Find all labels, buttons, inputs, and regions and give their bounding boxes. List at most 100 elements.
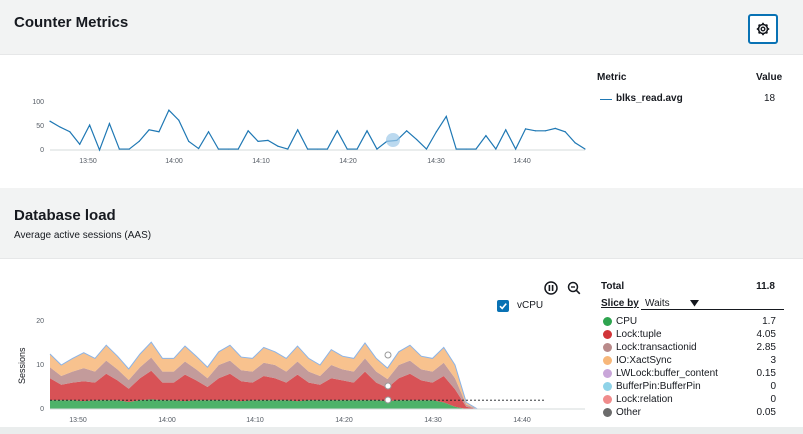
area-cpu [50, 399, 545, 409]
x-tick-label: 14:00 [165, 158, 183, 165]
database-load-header: Database load Average active sessions (A… [0, 188, 803, 258]
data-point [306, 148, 309, 150]
data-point [495, 148, 497, 150]
data-point [544, 130, 546, 132]
legend-swatch-lock-tuple [603, 330, 612, 339]
slice-by-select[interactable]: Waits [641, 296, 784, 310]
data-point [128, 148, 130, 150]
pause-icon[interactable] [544, 281, 558, 295]
x-tick-label: 13:50 [79, 158, 97, 165]
x-tick-label: 14:30 [424, 417, 442, 424]
legend-value-lock-tuple: 4.05 [756, 329, 776, 340]
data-point [247, 130, 249, 132]
legend-label-lock-transactionid[interactable]: Lock:transactionid [616, 342, 697, 353]
data-point [455, 148, 457, 150]
data-point [415, 138, 418, 141]
data-point [485, 135, 487, 137]
value-header: Value [756, 72, 783, 83]
hover-marker [384, 351, 392, 359]
y-tick-label: 0 [40, 147, 44, 154]
data-point [554, 127, 556, 129]
data-point [178, 119, 180, 121]
data-point [108, 123, 111, 125]
data-point [69, 131, 71, 133]
legend-swatch-lock-relation [603, 395, 612, 404]
metric-value: 18 [764, 93, 776, 104]
x-tick-label: 13:50 [69, 417, 87, 424]
y-tick-label: 50 [36, 123, 44, 130]
counter-metrics-header: Counter Metrics [0, 0, 803, 54]
legend-swatch-cpu [603, 317, 612, 326]
data-point [79, 143, 81, 145]
data-point [584, 148, 586, 150]
data-point [148, 129, 150, 131]
legend-swatch-bufferpin-bufferpin [603, 382, 612, 391]
total-outline [49, 341, 545, 410]
data-point [505, 129, 507, 131]
metric-name[interactable]: blks_read.avg [616, 93, 683, 104]
legend-swatch-lwlock-buffer-content [603, 369, 612, 378]
y-tick-label: 100 [32, 99, 44, 106]
metric-line-swatch [600, 99, 612, 100]
counter-metrics-panel: 0 50 100 13:50 14:00 14:10 14:20 14:30 14:40 Met… [0, 54, 803, 189]
x-tick-label: 14:10 [252, 158, 270, 165]
legend-label-lock-relation[interactable]: Lock:relation [616, 394, 673, 405]
metric-header: Metric [597, 72, 627, 83]
x-tick-label: 14:20 [335, 417, 353, 424]
y-tick-label: 10 [36, 362, 44, 369]
data-point [465, 148, 467, 150]
legend-label-lock-tuple[interactable]: Lock:tuple [616, 329, 662, 340]
data-point [376, 148, 378, 150]
hover-marker [384, 396, 392, 404]
legend-value-other: 0.05 [756, 407, 776, 418]
data-point [316, 148, 319, 150]
settings-button[interactable] [748, 14, 778, 44]
data-point [524, 128, 527, 130]
area-lock-transactionid [50, 357, 545, 409]
data-point [287, 148, 289, 150]
total-value: 11.8 [756, 281, 775, 292]
legend-value-lock-relation: 0 [770, 394, 776, 405]
database-load-chart: 0 10 20 Sessions 13:50 14:00 14:10 14:20 14:30 14… [17, 318, 585, 424]
database-load-title: Database load [14, 207, 116, 224]
data-point [475, 148, 477, 150]
data-point [277, 145, 279, 147]
data-point [227, 148, 229, 150]
bottom-scroll-track[interactable] [0, 427, 803, 434]
data-point [445, 115, 447, 117]
data-point [406, 130, 408, 132]
x-tick-label: 14:40 [513, 158, 531, 165]
data-point [59, 126, 61, 128]
legend-label-other[interactable]: Other [616, 407, 642, 418]
x-tick-label: 14:20 [339, 158, 357, 165]
database-load-subtitle: Average active sessions (AAS) [14, 230, 152, 241]
data-point [89, 124, 91, 126]
legend-label-lwlock-buffer-content[interactable]: LWLock:buffer_content [616, 368, 718, 379]
data-point [49, 120, 51, 122]
area-lock-tuple [50, 370, 545, 409]
data-point [168, 109, 170, 111]
data-point [326, 148, 329, 150]
caret-down-icon [690, 300, 699, 307]
data-point [346, 148, 348, 150]
gear-icon [756, 22, 770, 36]
legend-value-cpu: 1.7 [762, 316, 776, 327]
data-point [257, 140, 259, 142]
x-tick-label: 14:00 [158, 417, 176, 424]
blks-read-series-line [49, 109, 586, 152]
y-tick-label: 0 [40, 406, 44, 413]
data-point [574, 142, 576, 144]
legend-label-bufferpin-bufferpin[interactable]: BufferPin:BufferPin [616, 381, 701, 392]
vcpu-checkbox[interactable] [497, 300, 509, 312]
x-tick-label: 14:10 [246, 417, 264, 424]
zoom-out-icon[interactable] [567, 281, 581, 295]
legend-value-lock-transactionid: 2.85 [756, 342, 776, 353]
data-point [158, 131, 160, 133]
y-tick-label: 20 [36, 318, 44, 325]
data-point [356, 148, 358, 150]
data-point [217, 148, 220, 150]
legend-label-cpu[interactable]: CPU [616, 316, 638, 327]
legend-swatch-other [603, 408, 612, 417]
vcpu-label: vCPU [517, 300, 544, 311]
legend-label-io-xactsync[interactable]: IO:XactSync [616, 355, 672, 366]
